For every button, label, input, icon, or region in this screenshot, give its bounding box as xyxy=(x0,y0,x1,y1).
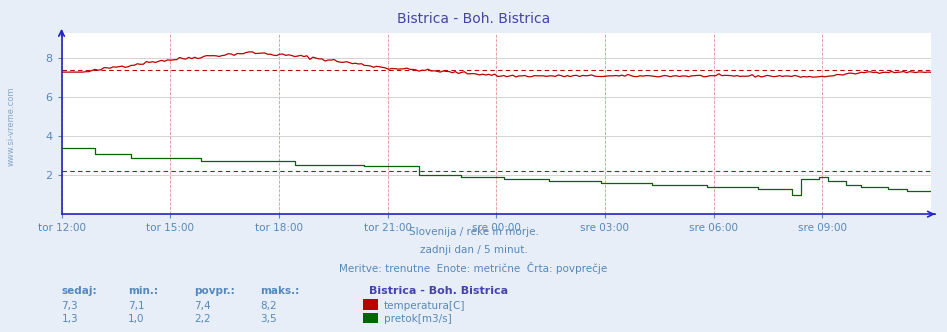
Text: 2,2: 2,2 xyxy=(194,314,211,324)
Text: zadnji dan / 5 minut.: zadnji dan / 5 minut. xyxy=(420,245,527,255)
Text: pretok[m3/s]: pretok[m3/s] xyxy=(384,314,452,324)
Text: temperatura[C]: temperatura[C] xyxy=(384,301,465,311)
Text: 7,3: 7,3 xyxy=(62,301,79,311)
Text: 7,1: 7,1 xyxy=(128,301,145,311)
Text: 3,5: 3,5 xyxy=(260,314,277,324)
Text: maks.:: maks.: xyxy=(260,286,299,296)
Text: 1,3: 1,3 xyxy=(62,314,79,324)
Text: Slovenija / reke in morje.: Slovenija / reke in morje. xyxy=(408,227,539,237)
Text: 1,0: 1,0 xyxy=(128,314,144,324)
Text: Bistrica - Boh. Bistrica: Bistrica - Boh. Bistrica xyxy=(397,12,550,26)
Text: povpr.:: povpr.: xyxy=(194,286,235,296)
Text: 7,4: 7,4 xyxy=(194,301,211,311)
Text: Bistrica - Boh. Bistrica: Bistrica - Boh. Bistrica xyxy=(369,286,509,296)
Text: sedaj:: sedaj: xyxy=(62,286,98,296)
Text: Meritve: trenutne  Enote: metrične  Črta: povprečje: Meritve: trenutne Enote: metrične Črta: … xyxy=(339,262,608,274)
Text: 8,2: 8,2 xyxy=(260,301,277,311)
Text: min.:: min.: xyxy=(128,286,158,296)
Text: www.si-vreme.com: www.si-vreme.com xyxy=(7,86,16,166)
